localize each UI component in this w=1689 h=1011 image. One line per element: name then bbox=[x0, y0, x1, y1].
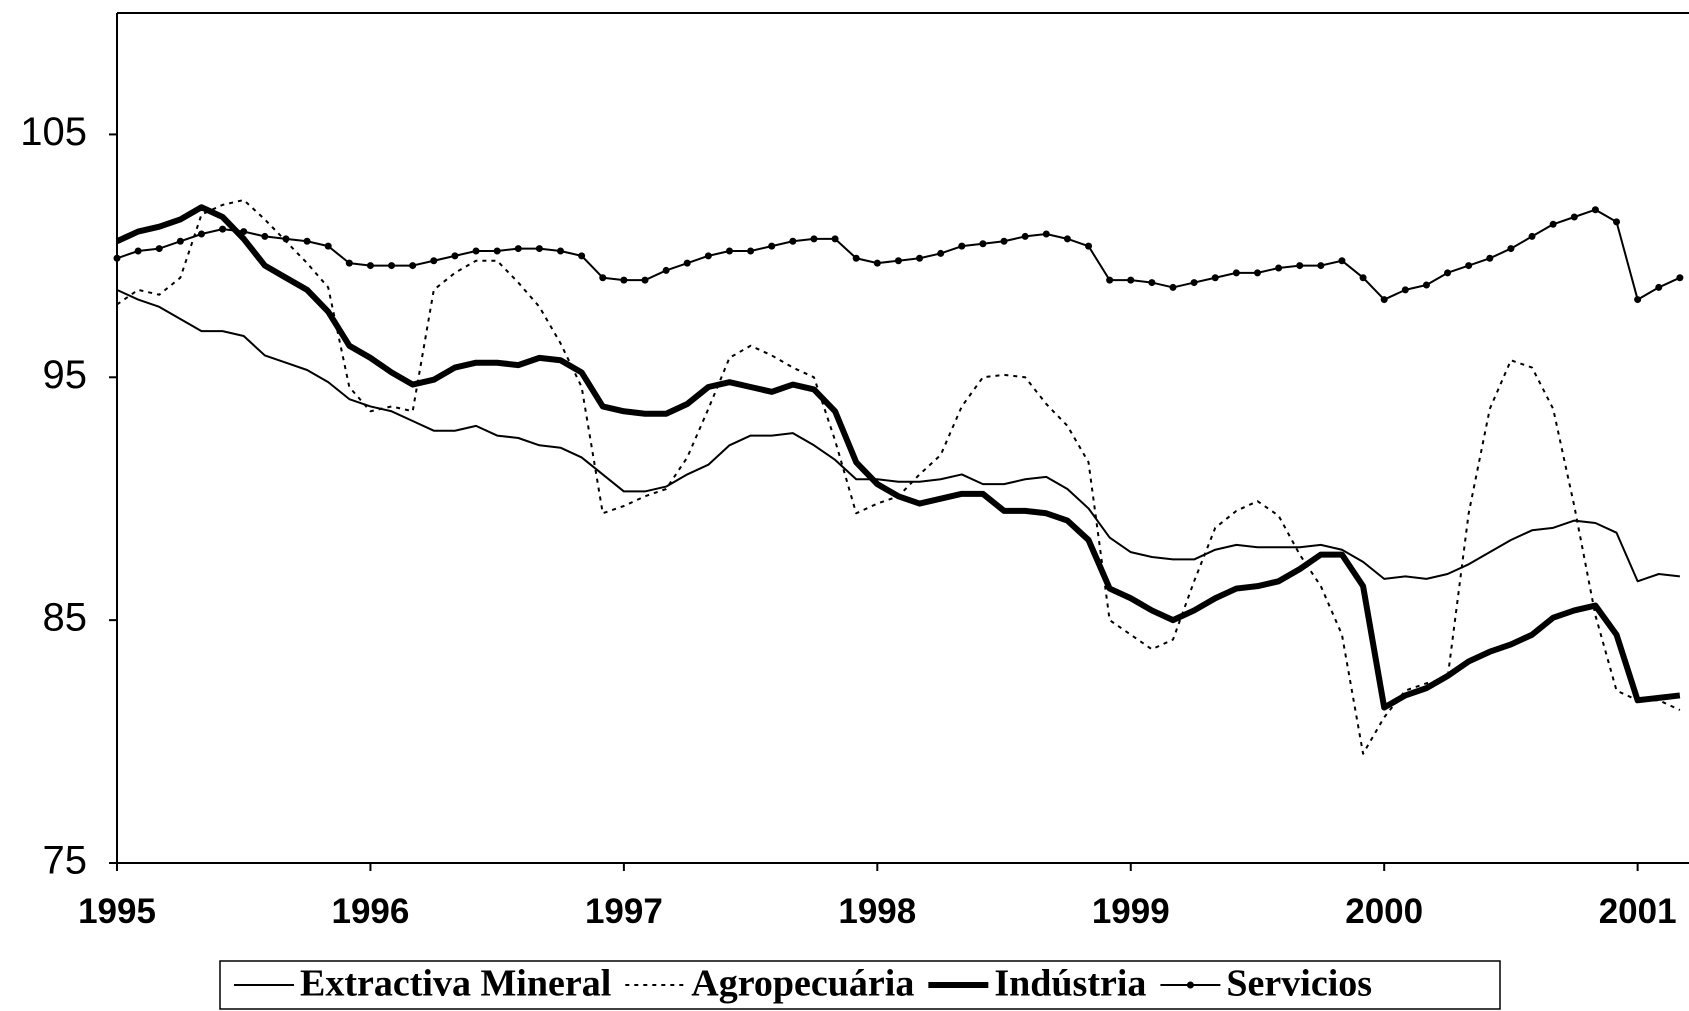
series-marker bbox=[894, 257, 902, 265]
series-marker bbox=[451, 252, 459, 260]
legend-label: Servicios bbox=[1226, 963, 1372, 1005]
series-marker bbox=[599, 274, 607, 282]
series-marker bbox=[219, 225, 227, 233]
series-marker bbox=[1253, 269, 1261, 277]
series-marker bbox=[1085, 242, 1093, 250]
series-marker bbox=[535, 245, 543, 253]
series-marker bbox=[704, 252, 712, 260]
series-marker bbox=[303, 237, 311, 245]
legend-marker bbox=[1186, 981, 1194, 989]
series-marker bbox=[1380, 296, 1388, 304]
series-marker bbox=[409, 262, 417, 270]
series-marker bbox=[620, 276, 628, 284]
series-marker bbox=[155, 245, 163, 253]
series-marker bbox=[831, 235, 839, 243]
series-marker bbox=[1591, 206, 1599, 214]
y-tick-label: 105 bbox=[20, 110, 87, 154]
series-line bbox=[115, 204, 1681, 711]
series-marker bbox=[1317, 262, 1325, 270]
series-marker bbox=[789, 237, 797, 245]
series-marker bbox=[430, 257, 438, 265]
series-marker bbox=[873, 259, 881, 267]
series-marker bbox=[1528, 232, 1536, 240]
series-marker bbox=[1021, 232, 1029, 240]
series-marker bbox=[1570, 213, 1578, 221]
x-tick-label: 1997 bbox=[585, 892, 663, 931]
legend-box bbox=[219, 960, 1501, 1010]
x-tick-label: 2001 bbox=[1599, 892, 1677, 931]
series-marker bbox=[810, 235, 818, 243]
y-tick-label: 95 bbox=[43, 353, 88, 397]
series-marker bbox=[725, 247, 733, 255]
series-marker bbox=[1296, 262, 1304, 270]
series-marker bbox=[683, 259, 691, 267]
x-tick-label: 1999 bbox=[1092, 892, 1170, 931]
series-marker bbox=[1190, 279, 1198, 287]
series-marker bbox=[1169, 283, 1177, 291]
series-marker bbox=[1422, 281, 1430, 289]
series-marker bbox=[282, 235, 290, 243]
legend-label: Indústria bbox=[994, 963, 1146, 1005]
series-marker bbox=[366, 262, 374, 270]
series-marker bbox=[916, 254, 924, 262]
series-line bbox=[116, 208, 1681, 301]
series-marker bbox=[345, 259, 353, 267]
series-marker bbox=[958, 242, 966, 250]
series-line bbox=[116, 199, 1681, 755]
series-marker bbox=[1063, 235, 1071, 243]
series-marker bbox=[197, 230, 205, 238]
series-marker bbox=[240, 228, 248, 236]
series-marker bbox=[176, 237, 184, 245]
series-marker bbox=[514, 245, 522, 253]
series-marker bbox=[641, 276, 649, 284]
series-marker bbox=[1148, 279, 1156, 287]
series-marker bbox=[1127, 276, 1135, 284]
legend-label: Agropecuária bbox=[691, 963, 914, 1005]
series-marker bbox=[388, 262, 396, 270]
series-marker bbox=[1042, 230, 1050, 238]
series-marker bbox=[1359, 274, 1367, 282]
x-tick-label: 1998 bbox=[838, 892, 916, 931]
series-marker bbox=[578, 252, 586, 260]
series-marker bbox=[1106, 276, 1114, 284]
x-tick-label: 2000 bbox=[1345, 892, 1423, 931]
series-marker bbox=[1401, 286, 1409, 294]
series-marker bbox=[979, 240, 987, 248]
series-marker bbox=[747, 247, 755, 255]
series-marker bbox=[1000, 237, 1008, 245]
series-marker bbox=[1465, 262, 1473, 270]
series-marker bbox=[852, 254, 860, 262]
y-tick-label: 75 bbox=[43, 839, 88, 883]
series-marker bbox=[937, 249, 945, 257]
series-marker bbox=[1507, 245, 1515, 253]
series-marker bbox=[1634, 296, 1642, 304]
series-marker bbox=[1211, 274, 1219, 282]
series-marker bbox=[113, 254, 121, 262]
series-marker bbox=[261, 232, 269, 240]
series-marker bbox=[1444, 269, 1452, 277]
series-marker bbox=[134, 247, 142, 255]
series-marker bbox=[768, 242, 776, 250]
series-marker bbox=[324, 242, 332, 250]
series-marker bbox=[557, 247, 565, 255]
legend-label: Extractiva Mineral bbox=[300, 963, 611, 1005]
series-marker bbox=[1232, 269, 1240, 277]
series-marker bbox=[1549, 220, 1557, 228]
series-line bbox=[116, 288, 1680, 583]
x-tick-label: 1995 bbox=[78, 892, 156, 931]
series-marker bbox=[1486, 254, 1494, 262]
y-tick-label: 85 bbox=[43, 596, 88, 640]
series-marker bbox=[472, 247, 480, 255]
series-marker bbox=[1275, 264, 1283, 272]
series-marker bbox=[1676, 274, 1684, 282]
x-tick-label: 1996 bbox=[332, 892, 410, 931]
series-marker bbox=[1338, 257, 1346, 265]
series-marker bbox=[1655, 283, 1663, 291]
series-marker bbox=[662, 266, 670, 274]
series-marker bbox=[1613, 218, 1621, 226]
series-marker bbox=[493, 247, 501, 255]
